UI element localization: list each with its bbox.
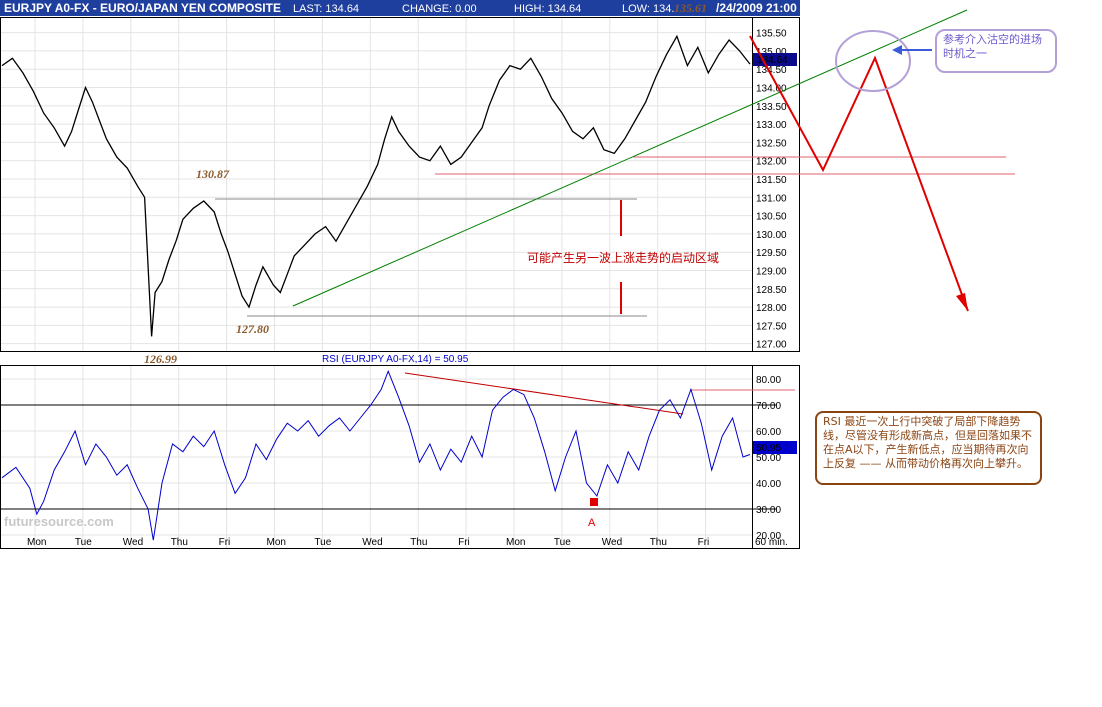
day-label: Tue — [554, 537, 571, 548]
day-label: Wed — [602, 537, 622, 548]
day-label: Thu — [410, 537, 427, 548]
rsi-current-label: 50.95 — [756, 443, 781, 454]
price-tick-label: 131.00 — [756, 193, 787, 204]
price-tick-label: 128.00 — [756, 303, 787, 314]
price-tick-label: 135.50 — [756, 29, 787, 40]
header-high: HIGH: 134.64 — [514, 3, 581, 15]
day-label: Tue — [314, 537, 331, 548]
level-label-mid: 127.80 — [236, 322, 269, 336]
day-label: Mon — [267, 537, 286, 548]
entry-circle — [835, 30, 911, 92]
rsi-tick-label: 30.00 — [756, 505, 781, 516]
x-axis-day-labels: Mon Tue Wed Thu Fri Mon Tue Wed Thu Fri Mon Tue Wed T… — [27, 537, 788, 548]
day-label: Wed — [123, 537, 143, 548]
rsi-point-a-marker — [590, 498, 598, 506]
rsi-title: RSI (EURJPY A0-FX,14) = 50.95 — [322, 354, 469, 365]
rsi-tick-label: 80.00 — [756, 375, 781, 386]
futuresource-logo: futuresource.com — [4, 514, 114, 529]
price-gridlines — [1, 18, 752, 351]
header-bar — [0, 0, 800, 16]
price-tick-label: 129.00 — [756, 266, 787, 277]
price-tick-label: 134.50 — [756, 65, 787, 76]
price-tick-label: 132.00 — [756, 157, 787, 168]
rsi-tick-label: 50.00 — [756, 453, 781, 464]
price-tick-label: 127.50 — [756, 321, 787, 332]
price-tick-label: 135.00 — [756, 47, 787, 58]
price-tick-label: 127.00 — [756, 340, 787, 351]
rsi-downtrend-line — [404, 372, 684, 415]
price-tick-label: 130.50 — [756, 212, 787, 223]
rsi-tick-label: 60.00 — [756, 427, 781, 438]
price-tick-label: 128.50 — [756, 285, 787, 296]
rsi-gridlines — [1, 366, 777, 548]
price-panel-frame — [0, 17, 800, 352]
header-change: CHANGE: 0.00 — [402, 3, 477, 15]
header-datetime: /24/2009 21:00 — [716, 1, 797, 15]
current-price-label: 134.64 — [757, 55, 788, 66]
header-peak: 135.61 — [674, 1, 707, 15]
rsi-panel-frame — [0, 365, 800, 549]
day-label: Mon — [506, 537, 525, 548]
rsi-tick-label: 20.00 — [756, 531, 781, 542]
price-tick-label: 134.00 — [756, 84, 787, 95]
header-symbol: EURJPY A0-FX - EURO/JAPAN YEN COMPOSITE — [4, 1, 281, 15]
day-label: Fri — [698, 537, 710, 548]
zone-note: 可能产生另一波上涨走势的启动区域 — [527, 250, 719, 265]
entry-arrow-head — [892, 45, 902, 55]
level-label-low: 126.99 — [144, 352, 177, 366]
price-tick-label: 133.50 — [756, 102, 787, 113]
price-tick-label: 132.50 — [756, 138, 787, 149]
header-low: LOW: 134. — [622, 3, 674, 15]
entry-annotation-bubble: 参考介入沽空的进场时机之一 — [935, 29, 1057, 73]
day-label: Tue — [75, 537, 92, 548]
interval-label: 60 min. — [755, 537, 788, 548]
day-label: Thu — [171, 537, 188, 548]
rsi-axis-ticks: 80.00 70.00 60.00 50.00 40.00 30.00 20.00 — [756, 375, 781, 542]
price-tick-label: 133.00 — [756, 120, 787, 131]
price-series-line — [1, 34, 751, 337]
day-label: Wed — [362, 537, 382, 548]
rsi-series-line — [1, 369, 751, 541]
rsi-current-badge — [753, 441, 797, 454]
rsi-tick-label: 40.00 — [756, 479, 781, 490]
forecast-path — [749, 35, 969, 312]
day-label: Fri — [458, 537, 470, 548]
level-label-high: 130.87 — [196, 167, 230, 181]
price-axis-ticks: 135.50 135.00 134.50 134.00 133.50 133.00 132.… — [756, 29, 787, 351]
forecast-arrowhead — [956, 293, 968, 311]
price-tick-label: 129.50 — [756, 248, 787, 259]
day-label: Fri — [219, 537, 231, 548]
day-label: Mon — [27, 537, 46, 548]
rsi-annotation-box: RSI 最近一次上行中突破了局部下降趋势线，尽管没有形成新高点，但是回落如果不在… — [815, 411, 1042, 485]
price-tick-label: 130.00 — [756, 230, 787, 241]
rsi-point-a-label: A — [588, 517, 596, 529]
price-tick-label: 131.50 — [756, 175, 787, 186]
day-label: Thu — [650, 537, 667, 548]
uptrend-line — [292, 9, 968, 307]
header-last: LAST: 134.64 — [293, 3, 359, 15]
rsi-tick-label: 70.00 — [756, 401, 781, 412]
